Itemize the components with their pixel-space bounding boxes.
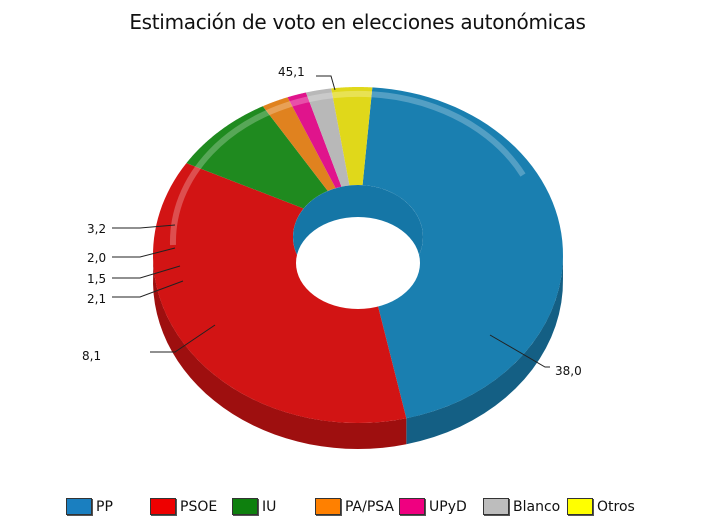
donut-hole bbox=[296, 217, 420, 309]
leader-line bbox=[112, 224, 176, 229]
chart-title: Estimación de voto en elecciones autonóm… bbox=[129, 10, 586, 34]
legend-swatch-icon bbox=[315, 498, 341, 515]
donut-chart: 45,1 38,0 8,1 2,1 1,5 2,0 3,2 bbox=[82, 65, 582, 449]
legend-swatch-icon bbox=[399, 498, 425, 515]
legend-item-upyd: UPyD bbox=[399, 498, 467, 515]
legend-item-pa-psa: PA/PSA bbox=[315, 498, 394, 515]
value-label: 1,5 bbox=[87, 272, 106, 286]
legend-label: Blanco bbox=[513, 498, 561, 515]
slice-side bbox=[153, 247, 407, 449]
slice-blanco bbox=[305, 88, 350, 187]
leader-line bbox=[316, 75, 336, 91]
legend-item-blanco: Blanco bbox=[483, 498, 560, 515]
legend-item-pp: PP bbox=[66, 498, 113, 515]
legend-label: Otros bbox=[597, 498, 635, 515]
slice-otros bbox=[331, 87, 373, 186]
legend-item-psoe: PSOE bbox=[150, 498, 217, 515]
legend-swatch-icon bbox=[66, 498, 92, 515]
slice-pp bbox=[362, 87, 563, 419]
legend-label: PA/PSA bbox=[345, 498, 395, 515]
legend-swatch-icon bbox=[150, 498, 176, 515]
value-label: 38,0 bbox=[555, 364, 582, 378]
leader-line bbox=[150, 324, 216, 353]
slice-psoe bbox=[153, 163, 407, 423]
legend-swatch-icon bbox=[232, 498, 258, 515]
slice-iu bbox=[186, 106, 328, 209]
value-label: 45,1 bbox=[278, 65, 305, 79]
leader-line bbox=[112, 247, 176, 258]
legend-swatch-icon bbox=[567, 498, 593, 515]
slice-pa-psa bbox=[262, 97, 336, 191]
slice-upyd bbox=[287, 92, 342, 189]
leader-line bbox=[489, 334, 550, 368]
legend-item-otros: Otros bbox=[567, 498, 635, 515]
legend-label: UPyD bbox=[429, 498, 467, 515]
leader-line bbox=[112, 280, 184, 298]
value-label: 2,0 bbox=[87, 251, 106, 265]
value-label: 8,1 bbox=[82, 349, 101, 363]
slice-side bbox=[406, 252, 563, 445]
value-label: 3,2 bbox=[87, 222, 106, 236]
legend-label: PP bbox=[96, 498, 113, 515]
legend-swatch-icon bbox=[483, 498, 509, 515]
legend-item-iu: IU bbox=[232, 498, 276, 515]
value-label: 2,1 bbox=[87, 292, 106, 306]
legend-label: PSOE bbox=[180, 498, 218, 515]
leader-line bbox=[112, 265, 181, 279]
legend-label: IU bbox=[262, 498, 277, 515]
legend: PP PSOE IU PA/PSA UPyD Blanco Otros bbox=[0, 498, 715, 520]
